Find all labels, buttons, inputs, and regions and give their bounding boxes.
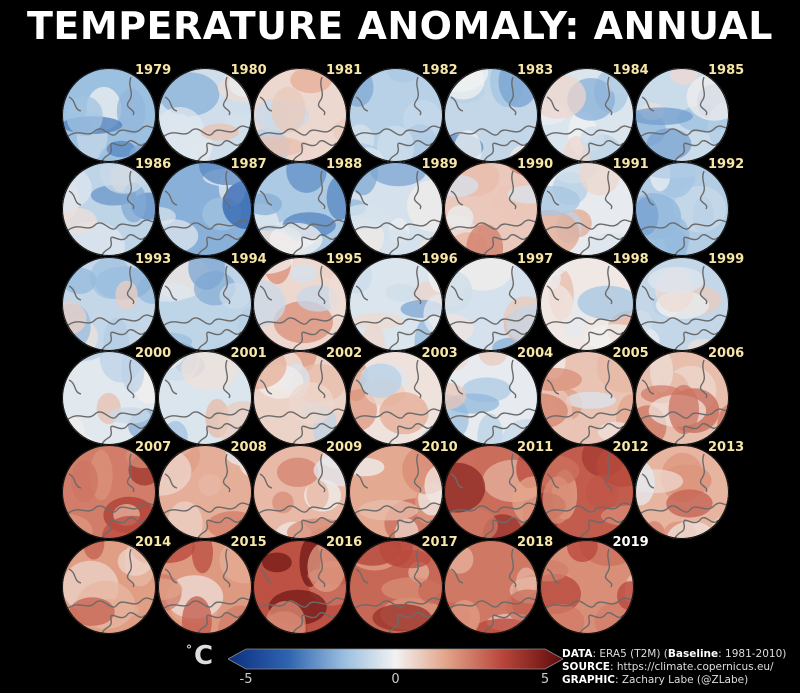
year-label-2005: 2005 [612, 345, 649, 361]
polar-map-2018 [443, 539, 539, 635]
year-label-2012: 2012 [612, 440, 649, 456]
polar-map-1996 [348, 256, 444, 352]
polar-map-1984 [539, 67, 635, 163]
polar-map-2008 [157, 444, 253, 540]
year-label-1980: 1980 [230, 63, 267, 78]
year-label-1999: 1999 [708, 251, 745, 267]
polar-map-1981 [252, 67, 348, 163]
year-label-1993: 1993 [135, 251, 172, 267]
polar-map-1987 [157, 161, 253, 257]
year-label-2014: 2014 [135, 534, 172, 550]
colorbar-tick-2: 5 [540, 672, 550, 687]
year-label-2000: 2000 [135, 345, 172, 361]
year-label-2015: 2015 [230, 534, 267, 550]
polar-map-2001 [157, 350, 253, 446]
year-label-2011: 2011 [517, 440, 554, 456]
year-label-2019: 2019 [612, 534, 649, 550]
year-label-1979: 1979 [135, 63, 172, 78]
polar-map-2013 [634, 444, 730, 540]
credit-data: DATA: ERA5 (T2M) (Baseline: 1981-2010) [562, 648, 787, 660]
year-label-1998: 1998 [612, 251, 649, 267]
polar-map-2003 [348, 350, 444, 446]
polar-map-1983 [443, 67, 539, 163]
year-label-1984: 1984 [612, 63, 649, 78]
year-label-1985: 1985 [708, 63, 745, 78]
polar-map-2011 [443, 444, 539, 540]
colorbar-tick-0: -5 [239, 672, 253, 687]
year-label-2018: 2018 [517, 534, 554, 550]
year-label-1991: 1991 [612, 157, 649, 173]
polar-map-2012 [539, 444, 635, 540]
colorbar-fill [228, 648, 563, 670]
credit-graphic: GRAPHIC: Zachary Labe (@ZLabe) [562, 674, 749, 686]
polar-map-2014 [61, 539, 157, 635]
year-label-1990: 1990 [517, 157, 554, 173]
year-label-2013: 2013 [708, 440, 745, 456]
polar-map-2007 [61, 444, 157, 540]
year-label-2006: 2006 [708, 345, 745, 361]
polar-map-1999 [634, 256, 730, 352]
degree-symbol: ° [186, 643, 192, 657]
polar-map-2005 [539, 350, 635, 446]
year-label-1988: 1988 [326, 157, 363, 173]
colorbar-tick-1: 0 [391, 672, 400, 687]
year-label-2008: 2008 [230, 440, 267, 456]
polar-map-1986 [61, 161, 157, 257]
year-label-1986: 1986 [135, 157, 172, 173]
year-label-2010: 2010 [421, 440, 458, 456]
year-label-2017: 2017 [421, 534, 458, 550]
year-label-1992: 1992 [708, 157, 745, 173]
polar-map-2000 [61, 350, 157, 446]
year-label-2001: 2001 [230, 345, 267, 361]
polar-map-2004 [443, 350, 539, 446]
credits: DATA: ERA5 (T2M) (Baseline: 1981-2010) S… [562, 648, 786, 687]
polar-map-1988 [252, 161, 348, 257]
credit-source: SOURCE: https://climate.copernicus.eu/ [562, 661, 774, 673]
polar-map-2009 [252, 444, 348, 540]
polar-map-2010 [348, 444, 444, 540]
polar-map-2019 [539, 539, 635, 635]
polar-map-1993 [61, 256, 157, 352]
polar-map-1980 [157, 67, 253, 163]
colorbar-unit: °C [186, 641, 213, 671]
year-label-1996: 1996 [421, 251, 458, 267]
colorbar [228, 648, 563, 670]
year-label-2016: 2016 [326, 534, 363, 550]
year-label-1995: 1995 [326, 251, 363, 267]
polar-map-1992 [634, 161, 730, 257]
polar-map-1991 [539, 161, 635, 257]
polar-map-2006 [634, 350, 730, 446]
year-label-1997: 1997 [517, 251, 554, 267]
polar-map-2017 [348, 539, 444, 635]
polar-map-1989 [348, 161, 444, 257]
year-label-1987: 1987 [230, 157, 267, 173]
polar-map-1994 [157, 256, 253, 352]
year-label-1982: 1982 [421, 63, 458, 78]
polar-map-1990 [443, 161, 539, 257]
year-label-2004: 2004 [517, 345, 554, 361]
polar-map-2016 [252, 539, 348, 635]
year-label-2007: 2007 [135, 440, 172, 456]
chart-title: TEMPERATURE ANOMALY: ANNUAL [27, 4, 773, 48]
polar-map-2002 [252, 350, 348, 446]
year-label-1989: 1989 [421, 157, 458, 173]
polar-map-1979 [61, 67, 157, 163]
year-label-2003: 2003 [421, 345, 458, 361]
year-label-1981: 1981 [326, 63, 363, 78]
year-label-1994: 1994 [230, 251, 267, 267]
polar-map-1985 [634, 67, 730, 163]
polar-map-1997 [443, 256, 539, 352]
polar-map-1982 [348, 67, 444, 163]
unit-letter: C [194, 641, 214, 671]
polar-map-2015 [157, 539, 253, 635]
year-label-2009: 2009 [326, 440, 363, 456]
polar-map-1995 [252, 256, 348, 352]
year-label-2002: 2002 [326, 345, 363, 361]
year-label-1983: 1983 [517, 63, 554, 78]
polar-map-1998 [539, 256, 635, 352]
